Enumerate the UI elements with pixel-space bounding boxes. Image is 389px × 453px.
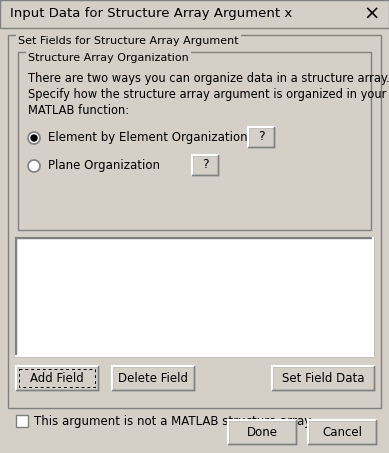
Bar — [0, 0, 389, 28]
Text: Add Field: Add Field — [30, 371, 84, 385]
Bar — [192, 155, 218, 175]
Text: This argument is not a MATLAB structure array: This argument is not a MATLAB structure … — [34, 414, 311, 428]
Bar — [308, 420, 376, 444]
Text: MATLAB function:: MATLAB function: — [28, 104, 129, 117]
Bar — [16, 415, 28, 427]
Text: There are two ways you can organize data in a structure array.: There are two ways you can organize data… — [28, 72, 389, 85]
Text: Cancel: Cancel — [322, 425, 362, 439]
Circle shape — [28, 132, 40, 144]
Bar — [8, 35, 381, 408]
Circle shape — [28, 160, 40, 172]
Text: Specify how the structure array argument is organized in your: Specify how the structure array argument… — [28, 88, 386, 101]
Text: Set Field Data: Set Field Data — [282, 371, 364, 385]
Bar — [19, 369, 95, 387]
Text: Delete Field: Delete Field — [118, 371, 188, 385]
Bar — [248, 127, 274, 147]
Text: Set Fields for Structure Array Argument: Set Fields for Structure Array Argument — [18, 36, 238, 46]
Text: Structure Array Organization: Structure Array Organization — [28, 53, 189, 63]
Text: Plane Organization: Plane Organization — [48, 159, 160, 173]
Text: Element by Element Organization: Element by Element Organization — [48, 131, 248, 145]
Text: ×: × — [364, 5, 380, 24]
Bar — [272, 366, 374, 390]
Text: Done: Done — [247, 425, 277, 439]
Bar — [16, 238, 373, 356]
Text: Input Data for Structure Array Argument x: Input Data for Structure Array Argument … — [10, 8, 292, 20]
Text: ?: ? — [258, 130, 264, 144]
Bar — [112, 366, 194, 390]
Text: ?: ? — [202, 159, 209, 172]
Bar — [16, 366, 98, 390]
Bar — [228, 420, 296, 444]
Circle shape — [31, 135, 37, 141]
Bar — [18, 52, 371, 230]
